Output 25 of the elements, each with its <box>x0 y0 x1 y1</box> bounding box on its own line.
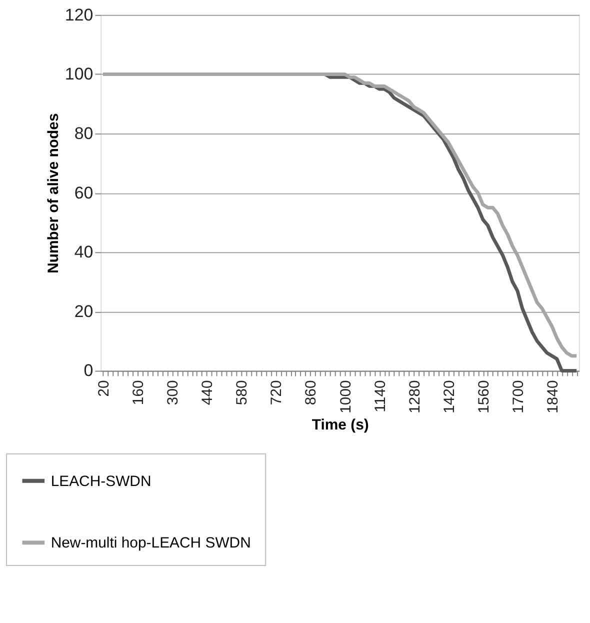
x-tick-label: 1140 <box>372 380 389 412</box>
x-tick-label: 580 <box>234 380 251 406</box>
y-tick-label: 20 <box>74 302 94 321</box>
y-tick-label: 40 <box>74 242 94 262</box>
y-tick-label: 60 <box>74 183 94 202</box>
x-tick-label: 720 <box>268 380 286 406</box>
x-tick-label: 1000 <box>337 380 354 414</box>
y-tick-label: 0 <box>84 361 94 380</box>
x-tick-label: 860 <box>302 380 320 406</box>
x-tick-label: 160 <box>130 380 148 406</box>
legend-label: New-multi hop-LEACH SWDN <box>50 534 251 552</box>
x-tick-label: 440 <box>199 380 216 406</box>
y-axis-title: Number of alive nodes <box>44 113 62 274</box>
x-tick-label: 1700 <box>510 380 527 414</box>
y-tick-label: 100 <box>64 64 94 84</box>
y-tick-label: 120 <box>64 5 94 24</box>
legend-label: LEACH-SWDN <box>50 472 152 490</box>
x-tick-label: 1420 <box>440 380 458 414</box>
x-axis-title: Time (s) <box>312 416 369 434</box>
x-tick-label: 20 <box>96 380 113 397</box>
x-tick-label: 1840 <box>544 380 562 414</box>
x-tick-label: 1280 <box>406 380 424 414</box>
x-tick-label: 1560 <box>475 380 492 414</box>
y-tick-label: 80 <box>74 124 94 143</box>
x-tick-label: 300 <box>164 380 182 406</box>
